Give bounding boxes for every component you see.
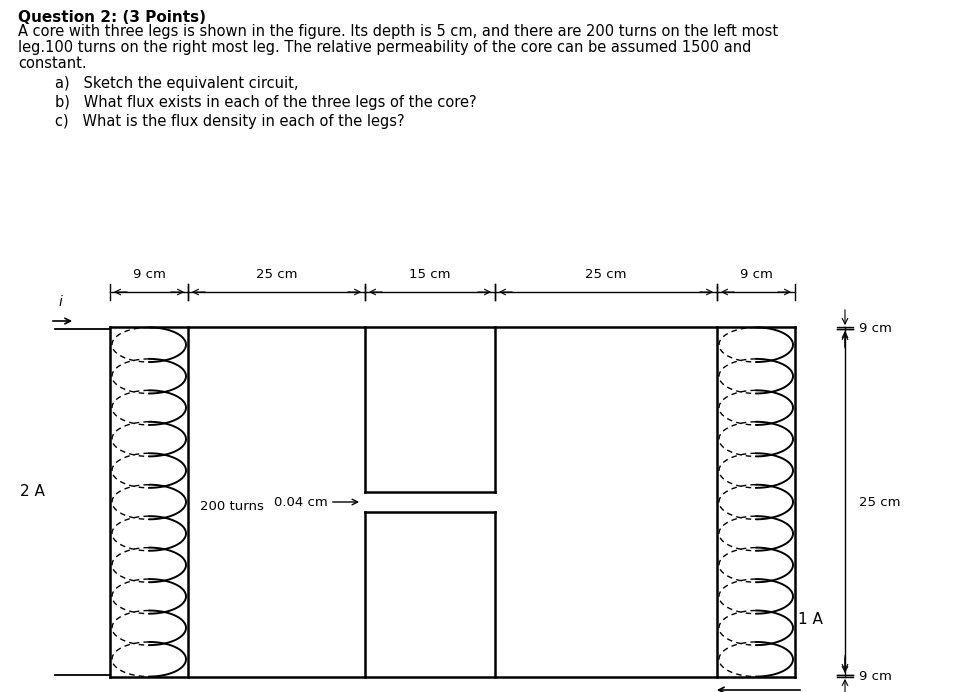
Text: leg.100 turns on the right most leg. The relative permeability of the core can b: leg.100 turns on the right most leg. The… — [18, 40, 752, 55]
Text: 1 A: 1 A — [798, 612, 823, 628]
Text: constant.: constant. — [18, 56, 87, 71]
Text: A core with three legs is shown in the figure. Its depth is 5 cm, and there are : A core with three legs is shown in the f… — [18, 24, 778, 39]
Text: a)   Sketch the equivalent circuit,: a) Sketch the equivalent circuit, — [55, 76, 298, 91]
Text: 25 cm: 25 cm — [859, 495, 900, 509]
Text: 25 cm: 25 cm — [585, 268, 626, 281]
Text: 9 cm: 9 cm — [859, 669, 892, 682]
Text: c)   What is the flux density in each of the legs?: c) What is the flux density in each of t… — [55, 114, 404, 129]
Text: 9 cm: 9 cm — [859, 322, 892, 334]
Text: Question 2: (3 Points): Question 2: (3 Points) — [18, 10, 206, 25]
Text: 25 cm: 25 cm — [256, 268, 297, 281]
Text: 0.04 cm: 0.04 cm — [274, 495, 328, 509]
Text: 200 turns: 200 turns — [200, 500, 263, 513]
Text: 15 cm: 15 cm — [409, 268, 451, 281]
Text: 2 A: 2 A — [20, 484, 45, 500]
Text: 9 cm: 9 cm — [739, 268, 772, 281]
Text: i: i — [58, 295, 62, 309]
Text: 9 cm: 9 cm — [132, 268, 165, 281]
Text: b)   What flux exists in each of the three legs of the core?: b) What flux exists in each of the three… — [55, 95, 477, 110]
